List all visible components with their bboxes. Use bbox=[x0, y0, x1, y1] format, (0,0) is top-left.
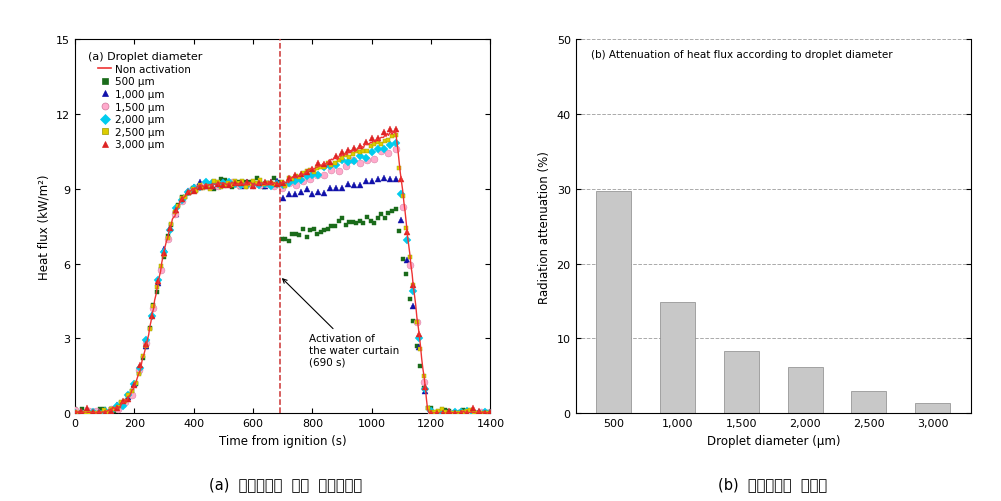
X-axis label: Time from ignition (s): Time from ignition (s) bbox=[219, 434, 346, 447]
Bar bbox=[597, 191, 632, 413]
Text: (b) Attenuation of heat flux according to droplet diameter: (b) Attenuation of heat flux according t… bbox=[592, 50, 893, 60]
Bar bbox=[915, 404, 950, 413]
Bar bbox=[852, 392, 887, 413]
Legend: Non activation, 500 μm, 1,000 μm, 1,500 μm, 2,000 μm, 2,500 μm, 3,000 μm: Non activation, 500 μm, 1,000 μm, 1,500 … bbox=[84, 49, 205, 153]
Y-axis label: Heat flux (kW/m²): Heat flux (kW/m²) bbox=[37, 174, 50, 280]
X-axis label: Droplet diameter (μm): Droplet diameter (μm) bbox=[707, 434, 840, 447]
Text: (a)  입자직경에  따른  복사열유속: (a) 입자직경에 따른 복사열유속 bbox=[209, 476, 361, 491]
Bar bbox=[724, 351, 759, 413]
Bar bbox=[788, 367, 823, 413]
Text: (b)  복사열유속  차단율: (b) 복사열유속 차단율 bbox=[718, 476, 828, 491]
Bar bbox=[660, 302, 695, 413]
Text: Activation of
the water curtain
(690 s): Activation of the water curtain (690 s) bbox=[282, 279, 399, 367]
Y-axis label: Radiation attenuation (%): Radiation attenuation (%) bbox=[538, 150, 551, 303]
